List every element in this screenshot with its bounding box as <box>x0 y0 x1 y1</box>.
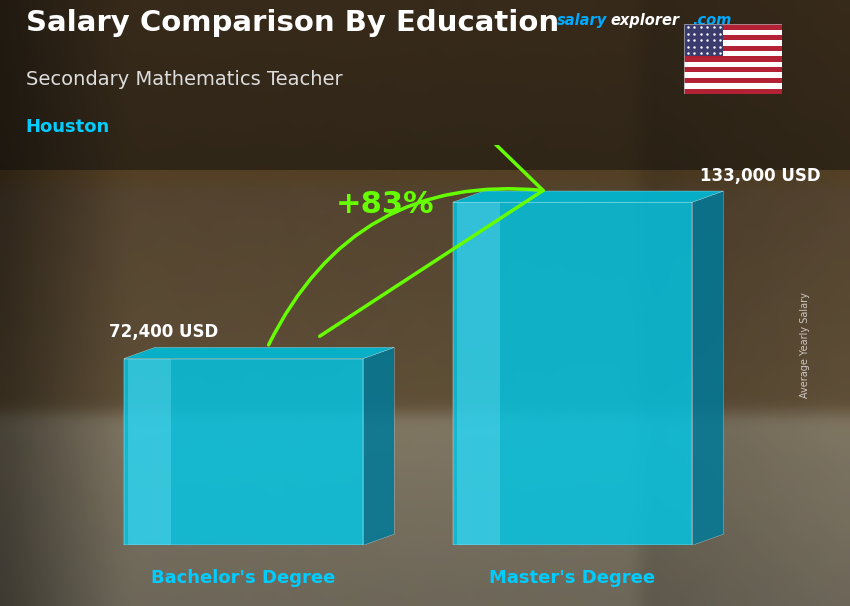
Text: Bachelor's Degree: Bachelor's Degree <box>151 570 336 587</box>
Polygon shape <box>124 347 394 359</box>
Bar <box>124 359 363 545</box>
Text: 72,400 USD: 72,400 USD <box>109 324 218 341</box>
Polygon shape <box>692 191 723 545</box>
Bar <box>684 67 782 73</box>
Text: +83%: +83% <box>337 190 435 219</box>
Text: Salary Comparison By Education: Salary Comparison By Education <box>26 9 558 37</box>
Bar <box>453 202 692 545</box>
Bar <box>684 24 782 30</box>
Polygon shape <box>363 347 394 545</box>
Text: salary: salary <box>557 13 607 28</box>
Bar <box>128 359 171 545</box>
Text: Average Yearly Salary: Average Yearly Salary <box>801 293 810 398</box>
Text: Houston: Houston <box>26 118 110 136</box>
Text: Master's Degree: Master's Degree <box>490 570 655 587</box>
Bar <box>684 83 782 88</box>
Bar <box>456 202 500 545</box>
Bar <box>684 35 782 41</box>
Bar <box>684 41 782 45</box>
Bar <box>684 78 782 83</box>
Bar <box>684 56 782 62</box>
Bar <box>684 45 782 51</box>
Bar <box>684 30 782 35</box>
Bar <box>684 62 782 67</box>
Bar <box>684 51 782 56</box>
Bar <box>684 73 782 78</box>
Bar <box>0 0 850 170</box>
FancyArrowPatch shape <box>269 4 543 345</box>
Polygon shape <box>453 191 723 202</box>
Text: explorer: explorer <box>610 13 679 28</box>
Text: 133,000 USD: 133,000 USD <box>700 167 820 185</box>
Text: Secondary Mathematics Teacher: Secondary Mathematics Teacher <box>26 70 342 88</box>
Bar <box>684 88 782 94</box>
Bar <box>684 24 723 56</box>
Text: .com: .com <box>692 13 731 28</box>
